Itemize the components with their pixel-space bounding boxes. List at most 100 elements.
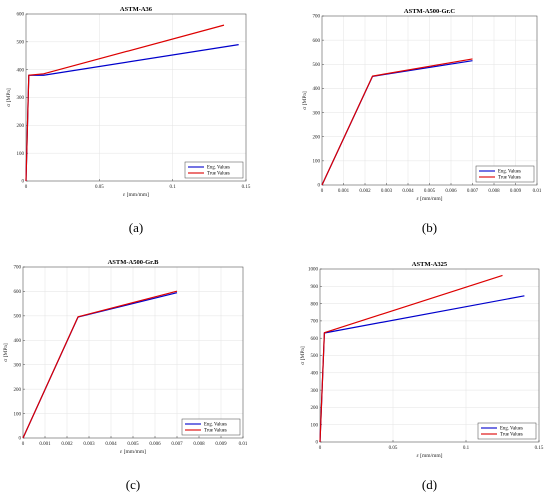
chart-panel-2: 0 0.001 0.002 0.003 0.004 0.005 0.006 0.007 0.00… bbox=[302, 8, 542, 235]
chart-panel-4: 0 0.05 0.1 0.15 0 100 200 300 400 500 600 700 800 900… bbox=[300, 261, 544, 492]
x-axis-label: ε [mm/mm] bbox=[417, 453, 443, 459]
series-line-true bbox=[22, 290, 178, 439]
x-tick-label: 0 bbox=[319, 446, 322, 451]
y-tick-label: 100 bbox=[311, 423, 319, 428]
x-tick-label: 0.008 bbox=[488, 189, 500, 194]
x-tick-label: 0.001 bbox=[39, 442, 51, 447]
series-line-true bbox=[319, 274, 503, 443]
y-tick-label: 600 bbox=[311, 337, 319, 342]
x-tick-label: 0.05 bbox=[389, 446, 398, 451]
x-tick-label: 0.15 bbox=[535, 446, 544, 451]
x-tick-label: 0.005 bbox=[127, 442, 139, 447]
legend-entry-true: True Values bbox=[500, 433, 523, 438]
panel-caption: (d) bbox=[422, 477, 437, 492]
x-tick-label: 0.006 bbox=[149, 442, 161, 447]
plot-frame bbox=[25, 13, 247, 182]
panel-caption: (a) bbox=[129, 220, 143, 235]
y-tick-label: 300 bbox=[313, 111, 321, 116]
x-tick-label: 0 bbox=[321, 189, 324, 194]
y-tick-label: 400 bbox=[313, 87, 321, 92]
y-tick-label: 800 bbox=[311, 302, 319, 307]
legend-entry-true: True Values bbox=[498, 176, 521, 181]
chart-title: ASTM-A500-Gr.B bbox=[108, 259, 160, 266]
chart-title: ASTM-A325 bbox=[412, 261, 448, 268]
x-tick-label: 0.01 bbox=[239, 442, 248, 447]
y-tick-label: 0 bbox=[316, 441, 319, 446]
x-tick-label: 0.007 bbox=[171, 442, 183, 447]
legend-entry-eng: Eng. Values bbox=[207, 166, 230, 171]
y-tick-label: 500 bbox=[313, 63, 321, 68]
y-axis-label: σ [MPa] bbox=[300, 346, 306, 365]
x-tick-label: 0.007 bbox=[467, 189, 479, 194]
chart-panel-1: 0 0.05 0.1 0.15 0 100 200 300 400 500 600 ASTM-A36 ε… bbox=[6, 6, 251, 235]
y-tick-label: 200 bbox=[311, 406, 319, 411]
y-tick-label: 200 bbox=[313, 135, 321, 140]
y-tick-label: 100 bbox=[313, 160, 321, 165]
x-tick-label: 0.003 bbox=[83, 442, 95, 447]
y-tick-label: 400 bbox=[17, 68, 25, 73]
x-tick-label: 0.1 bbox=[463, 446, 470, 451]
x-tick-label: 0.004 bbox=[402, 189, 414, 194]
plot-frame bbox=[319, 268, 540, 443]
y-tick-label: 200 bbox=[14, 388, 22, 393]
legend-box bbox=[475, 165, 535, 183]
x-tick-label: 0.004 bbox=[105, 442, 117, 447]
legend-box bbox=[181, 418, 241, 436]
legend-entry-true: True Values bbox=[204, 429, 227, 434]
chart-title: ASTM-A36 bbox=[120, 6, 153, 13]
y-tick-label: 0 bbox=[22, 180, 25, 185]
x-tick-label: 0.009 bbox=[510, 189, 522, 194]
y-tick-label: 500 bbox=[311, 354, 319, 359]
x-tick-label: 0.006 bbox=[445, 189, 457, 194]
x-tick-label: 0.003 bbox=[381, 189, 393, 194]
x-tick-label: 0.008 bbox=[193, 442, 205, 447]
x-tick-label: 0 bbox=[25, 185, 28, 190]
x-axis-label: ε [mm/mm] bbox=[120, 449, 146, 455]
y-tick-label: 100 bbox=[14, 412, 22, 417]
y-tick-label: 0 bbox=[318, 184, 321, 189]
y-tick-label: 0 bbox=[19, 437, 22, 442]
plot-frame bbox=[22, 266, 244, 439]
y-tick-label: 700 bbox=[14, 266, 22, 271]
x-tick-label: 0.1 bbox=[170, 185, 177, 190]
panel-caption: (b) bbox=[422, 220, 437, 235]
series-line-true bbox=[25, 24, 225, 182]
x-tick-label: 0.01 bbox=[533, 189, 542, 194]
legend-entry-true: True Values bbox=[207, 172, 230, 177]
x-tick-label: 0 bbox=[22, 442, 25, 447]
y-tick-label: 500 bbox=[14, 315, 22, 320]
y-tick-label: 400 bbox=[311, 372, 319, 377]
chart-title: ASTM-A500-Gr.C bbox=[404, 8, 456, 15]
x-tick-label: 0.05 bbox=[95, 185, 104, 190]
legend-box bbox=[184, 161, 244, 179]
y-tick-label: 700 bbox=[311, 320, 319, 325]
y-axis-label: σ [MPa] bbox=[3, 343, 9, 362]
x-axis-label: ε [mm/mm] bbox=[417, 196, 443, 202]
y-tick-label: 200 bbox=[17, 124, 25, 129]
x-tick-label: 0.005 bbox=[424, 189, 436, 194]
legend-entry-eng: Eng. Values bbox=[204, 423, 227, 428]
x-tick-label: 0.002 bbox=[61, 442, 73, 447]
y-tick-label: 600 bbox=[313, 39, 321, 44]
series-line-true bbox=[321, 58, 473, 186]
y-tick-label: 700 bbox=[313, 15, 321, 20]
y-tick-label: 300 bbox=[14, 363, 22, 368]
x-tick-label: 0.001 bbox=[338, 189, 350, 194]
panel-caption: (c) bbox=[126, 477, 140, 492]
x-tick-label: 0.009 bbox=[215, 442, 227, 447]
chart-panel-3: 0 0.001 0.002 0.003 0.004 0.005 0.006 0.007 0.00… bbox=[3, 259, 248, 492]
y-tick-label: 1000 bbox=[308, 268, 319, 273]
y-axis-label: σ [MPa] bbox=[6, 88, 12, 107]
legend-entry-eng: Eng. Values bbox=[500, 427, 523, 432]
y-tick-label: 300 bbox=[311, 389, 319, 394]
legend-entry-eng: Eng. Values bbox=[498, 170, 521, 175]
y-tick-label: 300 bbox=[17, 96, 25, 101]
y-tick-label: 100 bbox=[17, 152, 25, 157]
y-axis-label: σ [MPa] bbox=[302, 91, 308, 110]
x-axis-label: ε [mm/mm] bbox=[123, 192, 149, 198]
y-tick-label: 600 bbox=[14, 290, 22, 295]
